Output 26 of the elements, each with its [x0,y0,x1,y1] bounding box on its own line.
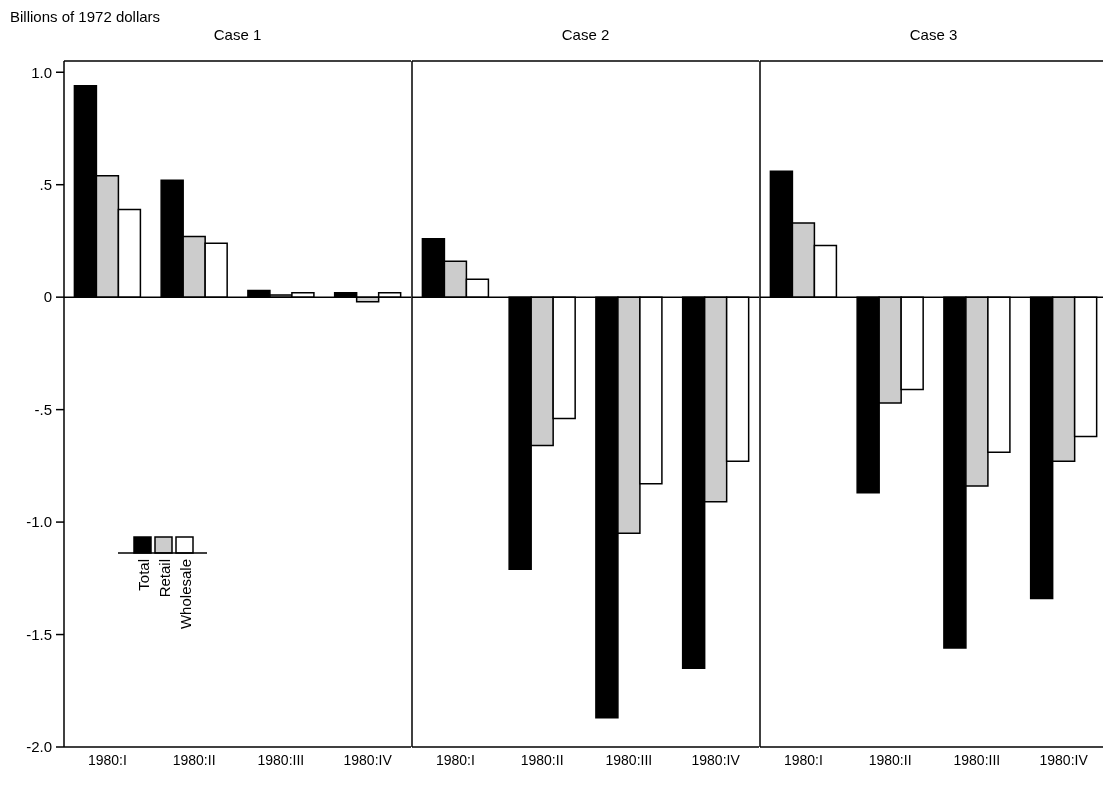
chart-title: Case 2 [560,26,611,43]
x-tick-label: 1980:I [435,751,475,768]
y-tick-label: 1.0 [31,63,52,81]
y-axis-title: Billions of 1972 dollars [10,8,161,25]
x-tick-label: 1980:III [605,751,653,768]
legend-label: Total [134,559,152,591]
y-tick-label: -1.0 [26,513,52,531]
legend-label: Retail [155,559,173,598]
x-tick-label: 1980:IV [343,751,393,768]
x-tick-label: 1980:III [953,751,1001,768]
y-tick-label: -2.0 [26,738,52,756]
x-tick-label: 1980:II [868,751,912,768]
y-tick-label: 0 [43,288,52,306]
x-tick-label: 1980:III [257,751,305,768]
chart-title: Case 3 [908,26,959,43]
x-tick-label: 1980:IV [691,751,741,768]
x-tick-label: 1980:I [783,751,823,768]
x-tick-label: 1980:II [520,751,564,768]
y-tick-label: -.5 [34,400,52,418]
y-tick-label: .5 [39,176,52,194]
y-tick-label: -1.5 [26,625,52,643]
legend-label: Wholesale [176,559,194,630]
x-tick-label: 1980:II [172,751,216,768]
chart-title: Case 1 [212,26,263,43]
x-tick-label: 1980:IV [1039,751,1089,768]
x-tick-label: 1980:I [87,751,127,768]
